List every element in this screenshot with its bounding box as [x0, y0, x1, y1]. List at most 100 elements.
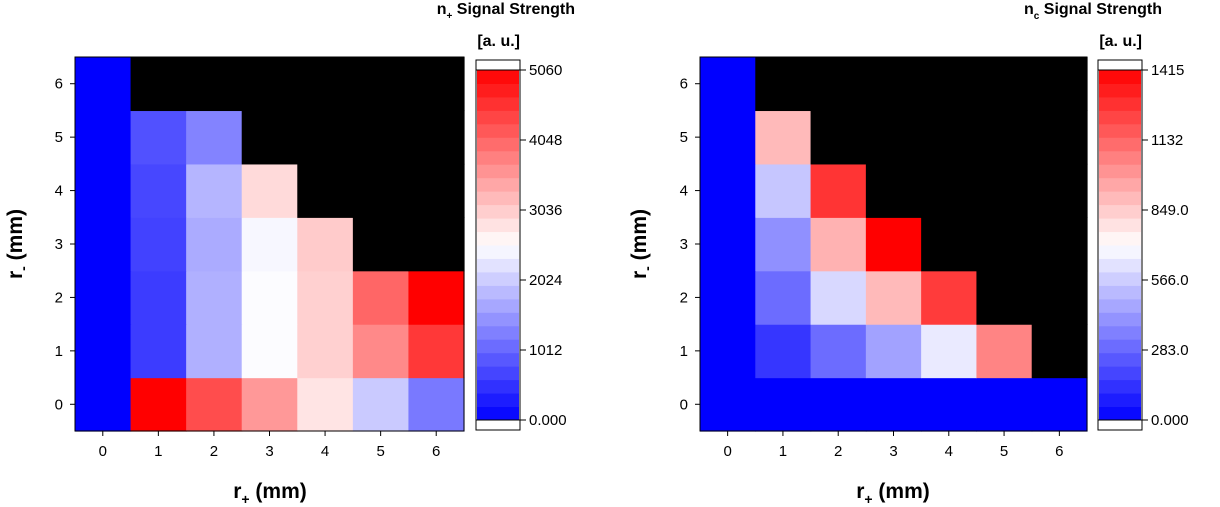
colorbar-units: [a. u.] [1099, 33, 1142, 50]
heatmap-cell [352, 163, 410, 218]
heatmap-cell [75, 270, 132, 325]
heatmap-cell [700, 163, 756, 218]
colorbar-step [477, 258, 519, 273]
colorbar-step [1099, 83, 1141, 98]
heatmap-cell [241, 163, 298, 218]
heatmap-cell [700, 270, 756, 325]
heatmap-cell [408, 163, 465, 218]
colorbar-tick-label: 283.0 [1151, 342, 1189, 359]
colorbar-step [1099, 339, 1141, 354]
heatmap-cell [921, 57, 978, 112]
y-tick-label: 1 [55, 343, 63, 360]
colorbar-step [477, 191, 519, 206]
colorbar-step [477, 137, 519, 152]
x-tick-label: 1 [154, 443, 162, 460]
heatmap-cell [297, 324, 354, 379]
x-tick-label: 3 [889, 443, 897, 460]
colorbar-step [477, 218, 519, 233]
x-tick-label: 6 [1055, 443, 1063, 460]
heatmap-cell [75, 163, 132, 218]
y-tick-label: 6 [55, 76, 63, 93]
heatmap-cell [1031, 217, 1088, 272]
colorbar-step [1099, 177, 1141, 192]
heatmap-cell [755, 324, 812, 379]
heatmap-cell [921, 163, 978, 218]
heatmap-cell [700, 324, 756, 379]
y-tick-label: 2 [680, 289, 688, 306]
colorbar-tick-label: 566.0 [1151, 272, 1189, 289]
colorbar-tick-label: 3036 [529, 202, 562, 219]
colorbar-step [477, 177, 519, 192]
x-tick-label: 0 [99, 443, 107, 460]
colorbar-step [1099, 271, 1141, 286]
y-tick-label: 1 [680, 343, 688, 360]
heatmap-cell [810, 324, 867, 379]
colorbar-step [477, 231, 519, 246]
colorbar-units: [a. u.] [477, 33, 520, 50]
colorbar-step [477, 366, 519, 381]
heatmap-cell [75, 217, 132, 272]
colorbar-step [477, 83, 519, 98]
heatmap-cell [75, 377, 132, 432]
heatmap-cell [976, 57, 1033, 112]
colorbar-step [1099, 96, 1141, 111]
y-tick-label: 0 [55, 396, 63, 413]
heatmap-cell [352, 377, 410, 432]
heatmap-cell [976, 270, 1033, 325]
heatmap-cell [352, 270, 410, 325]
colorbar-tick-label: 0.000 [1151, 412, 1189, 429]
heatmap-cell [297, 377, 354, 432]
heatmap-cell [241, 57, 298, 112]
y-axis-label: r- (mm) [4, 209, 31, 279]
heatmap-cell [297, 163, 354, 218]
colorbar-step [477, 379, 519, 394]
colorbar: 0.000 1012 2024 3036 4048 5060 [475, 59, 567, 431]
colorbar-tick-label: 1132 [1151, 132, 1183, 149]
colorbar-step [477, 352, 519, 367]
colorbar-tick-label: 2024 [529, 272, 562, 289]
colorbar: 0.000 283.0 566.0 849.0 1132 1415 [1097, 59, 1189, 431]
colorbar-step [477, 96, 519, 111]
heatmap-cell [408, 217, 465, 272]
heatmap-cell [130, 163, 187, 218]
colorbar-step [1099, 123, 1141, 138]
heatmap-cell [1031, 110, 1088, 165]
heatmap-cell [755, 57, 812, 112]
heatmap-cell [241, 110, 298, 165]
colorbar-step [477, 339, 519, 354]
colorbar-step [477, 298, 519, 313]
heatmap-cell [976, 110, 1033, 165]
colorbar-step [1099, 150, 1141, 165]
heatmap-cell [865, 110, 922, 165]
colorbar-step [477, 271, 519, 286]
x-tick-label: 5 [376, 443, 384, 460]
heatmap-cell [921, 217, 978, 272]
colorbar-step [1099, 312, 1141, 327]
heatmap-cell [976, 377, 1033, 432]
heatmap-cell [921, 324, 978, 379]
y-axis-label: r- (mm) [628, 209, 655, 279]
heatmap-cell [241, 270, 298, 325]
y-tick-label: 2 [55, 289, 63, 306]
colorbar-tick-label: 1415 [1151, 62, 1184, 79]
heatmap-cell [921, 377, 978, 432]
heatmap-panel-1: 0 1 2 3 4 5 6 0 1 2 3 4 5 6 r+ (mm) r- (mm) 0.000 1012 202… [4, 1, 575, 507]
heatmap-cell [865, 217, 922, 272]
heatmap-cell [865, 57, 922, 112]
colorbar-step [1099, 204, 1141, 219]
colorbar-tick-label: 5060 [529, 62, 562, 79]
heatmap-cell [297, 57, 354, 112]
heatmap-cell [297, 110, 354, 165]
colorbar-tick-label: 4048 [529, 132, 562, 149]
x-axis-label: r+ (mm) [856, 480, 930, 507]
heatmap-cell [297, 217, 354, 272]
heatmap-cell [865, 324, 922, 379]
colorbar-step [1099, 406, 1141, 421]
heatmap-cell [976, 163, 1033, 218]
heatmap-cell [241, 377, 298, 432]
heatmap-cell [352, 217, 410, 272]
colorbar-step [477, 406, 519, 421]
y-tick-label: 0 [680, 396, 688, 413]
x-axis-label: r+ (mm) [233, 480, 307, 507]
